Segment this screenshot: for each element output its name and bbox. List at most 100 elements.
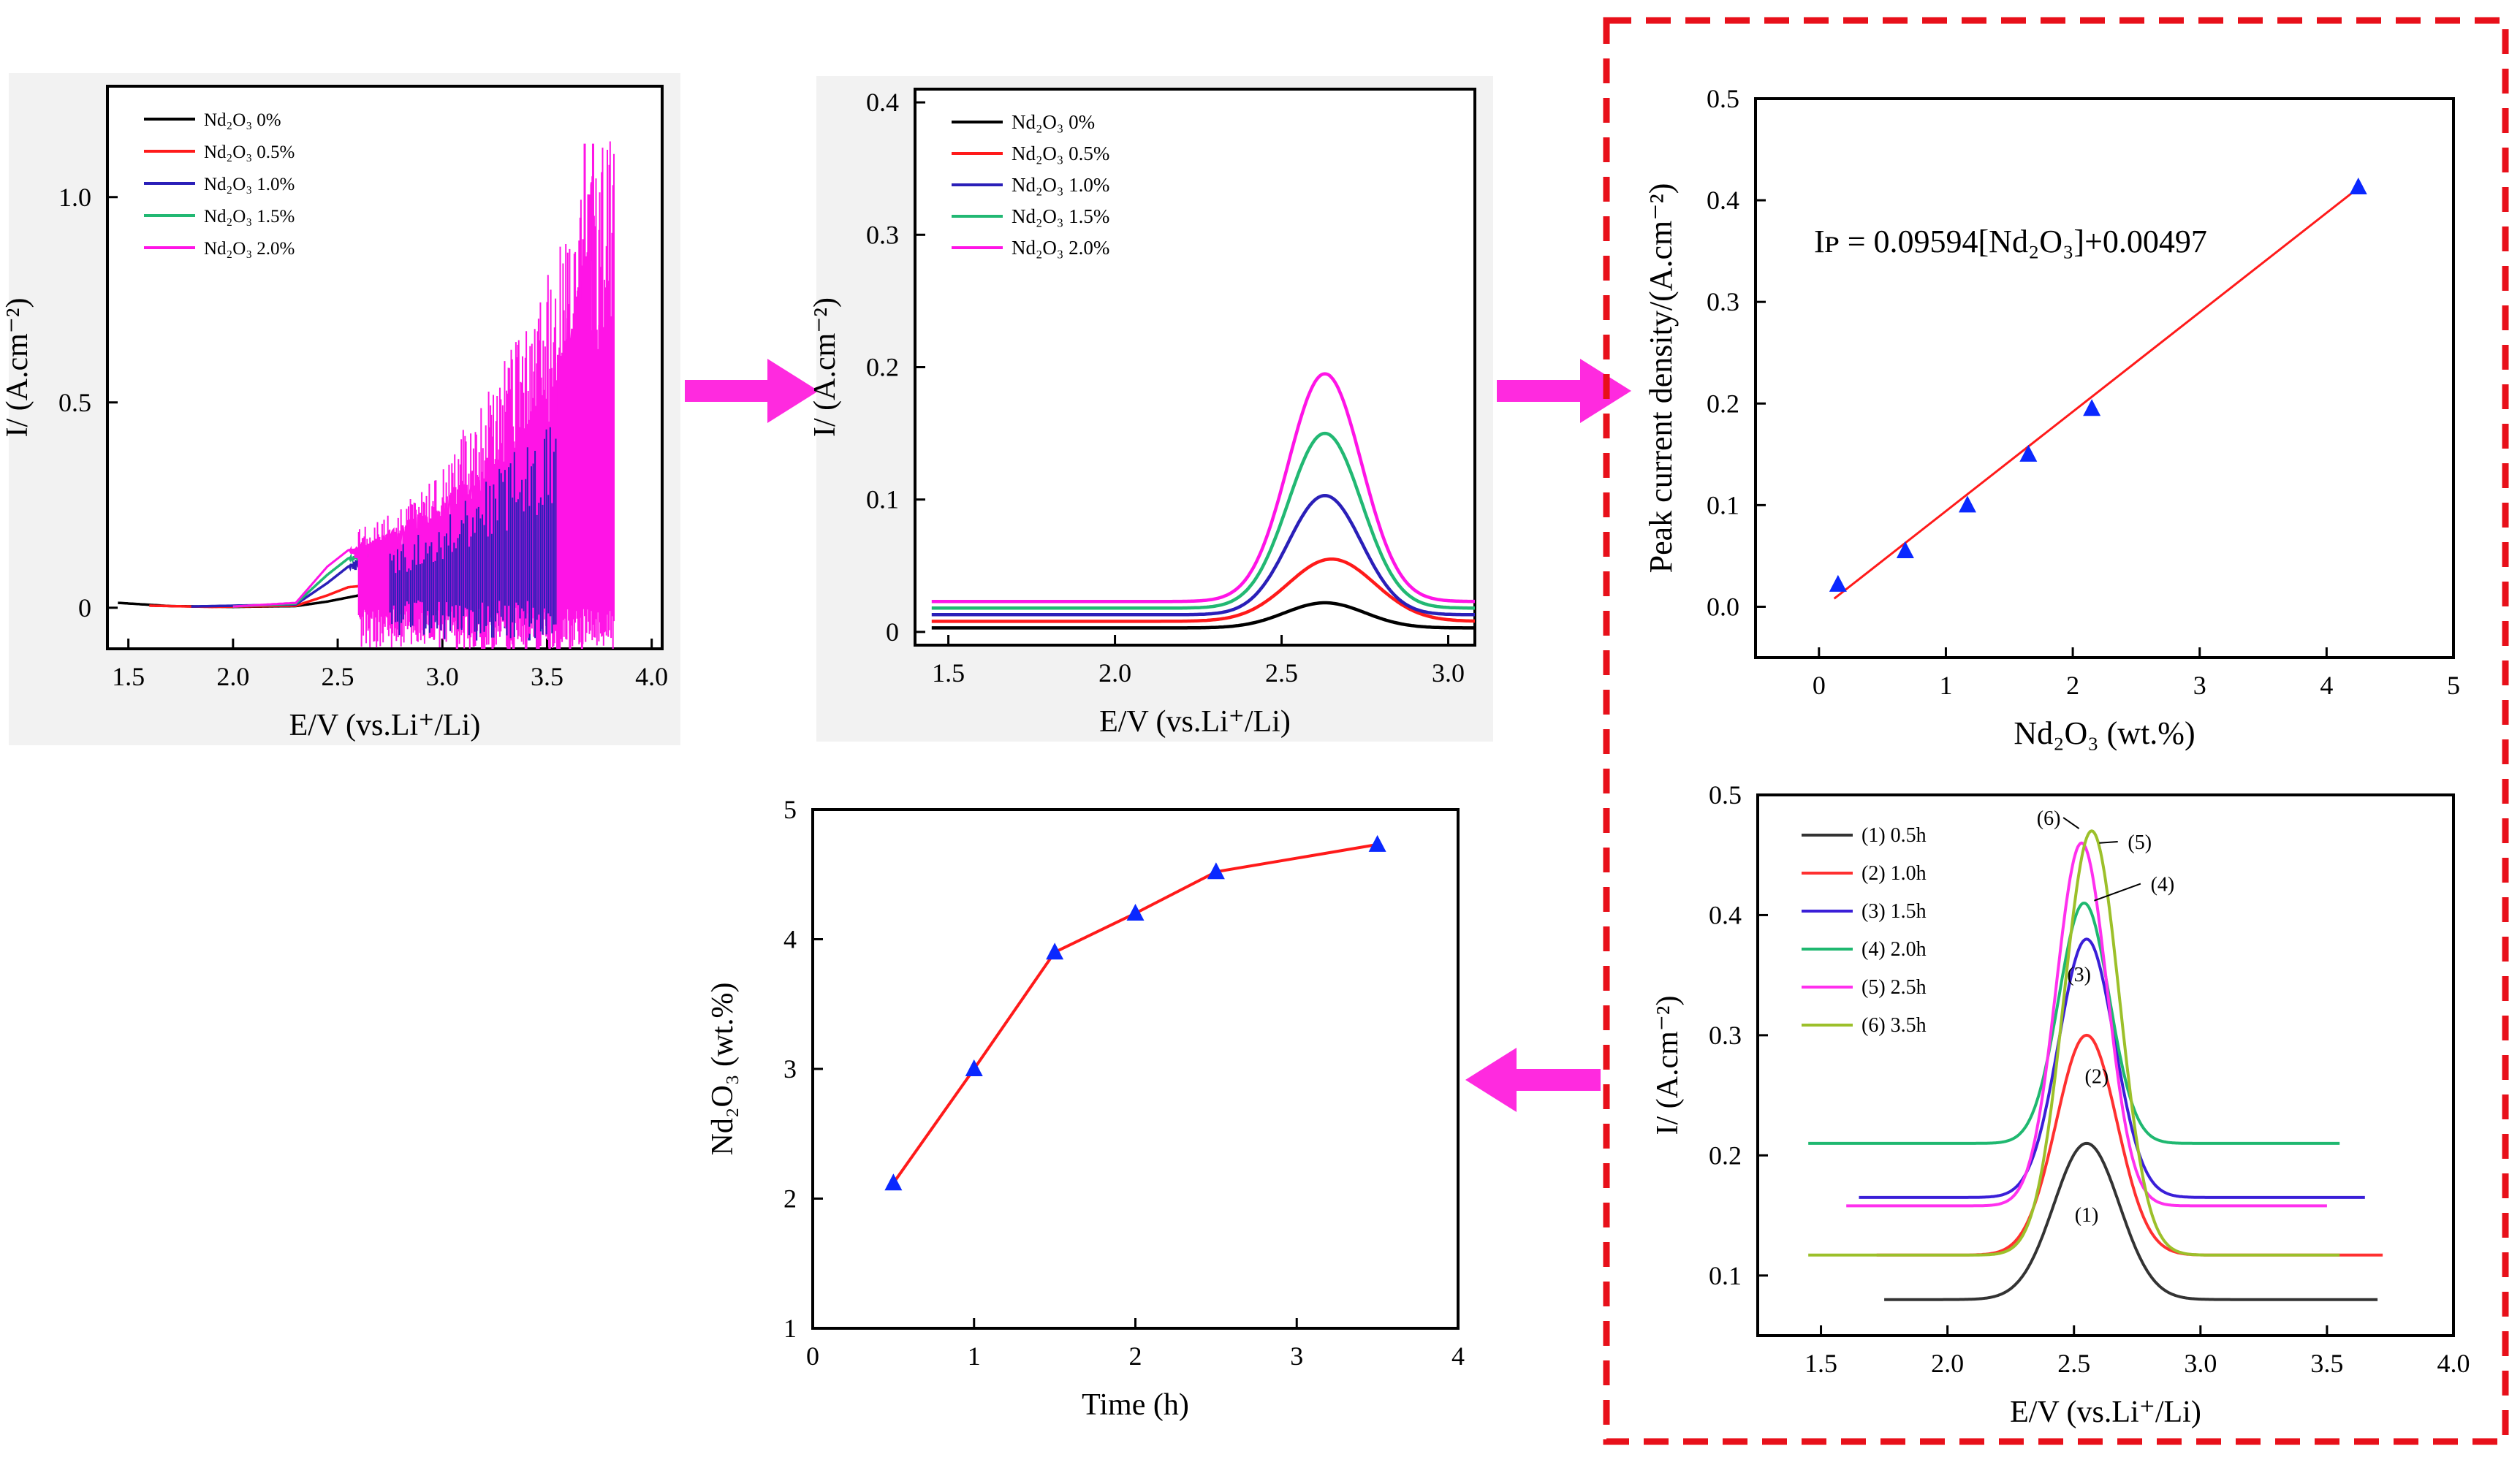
chart-panels: 1.5 2.0 2.5 3.0 3.5 4.0 0 0.5 1.0 E/V (vs.Li⁺/Li)… <box>1 73 2470 1429</box>
x-tick-label: 0 <box>1813 671 1826 700</box>
y-axis-label: Nd₂O₃ (wt.%) <box>706 983 740 1156</box>
curve-label: (3) <box>2067 964 2091 986</box>
y-tick-label: 0.3 <box>1707 287 1739 316</box>
plot-frame <box>811 808 1460 1330</box>
y-tick-label: 2 <box>783 1184 797 1214</box>
x-tick-label: 2.0 <box>1098 658 1131 688</box>
series-line <box>931 601 1475 630</box>
y-tick-label: 0.5 <box>58 388 91 417</box>
x-tick-label: 4 <box>2320 671 2333 700</box>
series-line <box>1808 829 2340 1257</box>
y-axis-label: I/ (A.cm⁻²) <box>1651 995 1685 1135</box>
chart-cv-smoothed: 1.5 2.0 2.5 3.0 0 0.1 0.2 0.3 0.4 E/V (vs.Li⁺/Li)… <box>808 76 1493 742</box>
plot-frame <box>1754 97 2455 659</box>
chart-cv-raw: 1.5 2.0 2.5 3.0 3.5 4.0 0 0.5 1.0 E/V (vs.Li⁺/Li)… <box>1 73 680 745</box>
legend-label: Nd₂O₃ 1.5% <box>204 207 295 226</box>
legend-label: Nd₂O₃ 0.5% <box>204 142 295 162</box>
data-point-marker <box>1207 862 1225 880</box>
x-tick-label: 3 <box>1290 1341 1303 1371</box>
plot-area <box>1808 829 2383 1301</box>
curve-label: (5) <box>2128 831 2152 854</box>
legend-label: (1) 0.5h <box>1861 824 1927 847</box>
x-tick-label: 1.5 <box>932 658 965 688</box>
data-point-marker <box>1958 495 1976 513</box>
legend-label: (6) 3.5h <box>1861 1014 1927 1037</box>
y-tick-label: 0.2 <box>1707 389 1739 418</box>
data-point-marker <box>1126 904 1145 921</box>
x-axis-label: E/V (vs.Li⁺/Li) <box>2010 1396 2201 1429</box>
y-tick-label: 0 <box>886 617 899 647</box>
x-axis-label: E/V (vs.Li⁺/Li) <box>1099 705 1291 739</box>
x-axis-label: E/V (vs.Li⁺/Li) <box>289 709 481 742</box>
series-line <box>931 557 1475 623</box>
x-tick-label: 2.0 <box>216 662 249 691</box>
fit-line <box>1833 184 2363 600</box>
legend-label: Nd₂O₃ 0% <box>1012 111 1095 133</box>
data-point-marker <box>2019 444 2038 462</box>
x-tick-label: 3.5 <box>531 662 563 691</box>
data-point-marker <box>1368 834 1386 852</box>
x-axis-label: Time (h) <box>1082 1388 1189 1422</box>
x-tick-label: 0 <box>806 1341 819 1371</box>
curve-label: (2) <box>2085 1066 2109 1089</box>
y-tick-label: 0.3 <box>866 220 899 249</box>
x-tick-label: 2.5 <box>322 662 354 691</box>
y-tick-label: 1 <box>783 1314 797 1343</box>
x-tick-label: 4.0 <box>635 662 668 691</box>
y-tick-label: 5 <box>783 795 797 824</box>
arrow-right-icon <box>1497 359 1631 423</box>
legend-label: Nd₂O₃ 2.0% <box>204 239 295 259</box>
legend-label: (3) 1.5h <box>1861 900 1927 923</box>
label-leader <box>2099 841 2118 844</box>
legend-label: Nd₂O₃ 1.0% <box>1012 174 1109 196</box>
x-axis-label: Nd₂O₃ (wt.%) <box>2014 715 2195 751</box>
series-line <box>931 372 1475 604</box>
series-line <box>1808 901 2340 1145</box>
label-leader <box>2094 883 2141 902</box>
y-tick-label: 0.1 <box>1707 490 1739 519</box>
data-point-marker <box>965 1059 983 1076</box>
series-line <box>931 431 1475 610</box>
x-tick-label: 3.0 <box>426 662 459 691</box>
y-tick-label: 0 <box>78 593 91 623</box>
label-leader <box>2062 817 2080 829</box>
series-line <box>1884 1141 2378 1301</box>
x-tick-label: 3.5 <box>2310 1349 2343 1378</box>
dashed-highlight-frame <box>1603 17 2509 1445</box>
chart-cv-time: 1.5 2.0 2.5 3.0 3.5 4.0 0.1 0.2 0.3 0.4 0.5 E/V (vs… <box>1651 780 2470 1429</box>
y-tick-label: 0.5 <box>1709 780 1742 810</box>
plot-area <box>884 834 1386 1191</box>
curve-label: (6) <box>2037 807 2061 830</box>
y-tick-label: 0.0 <box>1707 592 1739 621</box>
legend: Nd₂O₃ 0% Nd₂O₃ 0.5% Nd₂O₃ 1.0% Nd₂O₃ 1.5% Nd… <box>952 111 1109 259</box>
x-tick-label: 2.5 <box>1265 658 1298 688</box>
arrow-left-icon <box>1465 1048 1601 1112</box>
legend-label: Nd₂O₃ 0.5% <box>1012 142 1109 164</box>
legend-label: (2) 1.0h <box>1861 862 1927 885</box>
x-tick-label: 2 <box>2066 671 2079 700</box>
plot-area <box>1829 178 2367 600</box>
regression-equation: Iᴘ = 0.09594[Nd₂O₃]+0.00497 <box>1814 224 2207 259</box>
x-tick-label: 1 <box>968 1341 981 1371</box>
x-tick-label: 1.5 <box>112 662 145 691</box>
x-tick-label: 4 <box>1451 1341 1465 1371</box>
curve-label: (1) <box>2075 1204 2099 1227</box>
data-point-marker <box>884 1173 903 1191</box>
legend-label: (4) 2.0h <box>1861 938 1927 961</box>
x-tick-label: 2.0 <box>1931 1349 1964 1378</box>
data-point-marker <box>1896 541 1914 558</box>
x-tick-label: 3.0 <box>1432 658 1465 688</box>
data-point-marker <box>2083 399 2101 416</box>
x-tick-label: 5 <box>2447 671 2460 700</box>
y-tick-label: 0.4 <box>866 88 899 117</box>
legend-label: Nd₂O₃ 1.0% <box>204 175 295 194</box>
x-tick-label: 3.0 <box>2184 1349 2217 1378</box>
curve-label: (4) <box>2151 874 2175 896</box>
plot-area <box>118 141 615 649</box>
y-axis-label: I/ (A.cm⁻²) <box>1 297 34 437</box>
data-point-marker <box>2349 178 2367 195</box>
y-tick-label: 0.4 <box>1709 900 1742 929</box>
plot-frame <box>914 88 1476 647</box>
legend-label: Nd₂O₃ 1.5% <box>1012 205 1109 227</box>
